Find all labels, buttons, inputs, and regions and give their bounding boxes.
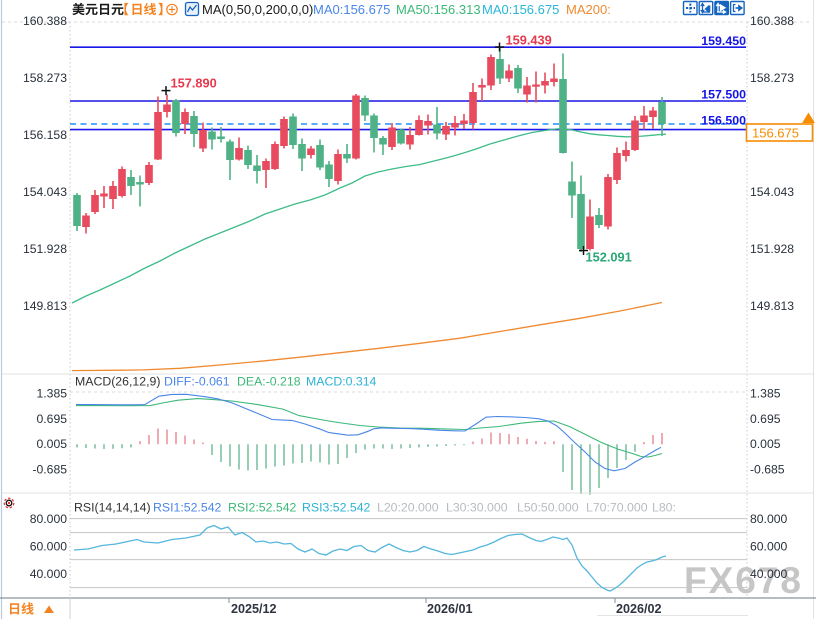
svg-text:MACD:0.314: MACD:0.314	[306, 375, 377, 389]
svg-text:MA(0,50,0,200,0,0): MA(0,50,0,200,0,0)	[202, 2, 313, 17]
svg-text:160.388: 160.388	[23, 14, 67, 28]
svg-text:MACD(26,12,9): MACD(26,12,9)	[75, 375, 160, 389]
svg-text:MA50:156.313: MA50:156.313	[396, 2, 481, 17]
svg-text:40.000: 40.000	[750, 567, 787, 581]
svg-text:149.813: 149.813	[23, 299, 67, 313]
svg-text:RSI1:52.542: RSI1:52.542	[153, 501, 222, 515]
svg-text:FX678: FX678	[684, 560, 803, 601]
svg-text:L30:30.000: L30:30.000	[446, 501, 508, 515]
svg-text:156.158: 156.158	[23, 128, 67, 142]
svg-text:152.091: 152.091	[586, 250, 632, 265]
svg-text:L80:: L80:	[652, 501, 676, 515]
svg-text:DEA:-0.218: DEA:-0.218	[237, 375, 301, 389]
svg-text:40.000: 40.000	[30, 567, 67, 581]
svg-text:80.000: 80.000	[750, 512, 787, 526]
svg-text:RSI3:52.542: RSI3:52.542	[302, 501, 371, 515]
svg-text:1.385: 1.385	[37, 387, 68, 401]
svg-text:156.500: 156.500	[701, 114, 746, 128]
svg-text:MA0:156.675: MA0:156.675	[482, 2, 559, 17]
svg-text:1.385: 1.385	[750, 387, 781, 401]
svg-text:157.500: 157.500	[701, 88, 746, 102]
svg-text:154.043: 154.043	[23, 185, 67, 199]
svg-text:80.000: 80.000	[30, 512, 67, 526]
svg-text:L20:20.000: L20:20.000	[377, 501, 439, 515]
svg-text:60.000: 60.000	[750, 539, 787, 553]
svg-text:60.000: 60.000	[30, 539, 67, 553]
svg-text:2025/12: 2025/12	[231, 602, 277, 616]
svg-text:0.005: 0.005	[37, 437, 68, 451]
svg-text:151.928: 151.928	[23, 242, 67, 256]
svg-text:RSI(14,14,14): RSI(14,14,14)	[74, 501, 151, 515]
svg-text:158.273: 158.273	[750, 71, 794, 85]
svg-text:2026/02: 2026/02	[616, 602, 662, 616]
svg-text:-0.685: -0.685	[750, 462, 785, 476]
svg-text:0.695: 0.695	[37, 412, 68, 426]
svg-text:0.695: 0.695	[750, 412, 781, 426]
svg-text:L70:70.000: L70:70.000	[586, 501, 648, 515]
svg-text:158.273: 158.273	[23, 71, 67, 85]
svg-text:154.043: 154.043	[750, 185, 794, 199]
svg-text:-0.685: -0.685	[32, 462, 67, 476]
svg-text:DIFF:-0.061: DIFF:-0.061	[164, 375, 230, 389]
svg-text:L50:50.000: L50:50.000	[517, 501, 579, 515]
svg-text:160.388: 160.388	[750, 14, 794, 28]
svg-text:157.890: 157.890	[171, 76, 217, 91]
svg-text:RSI2:52.542: RSI2:52.542	[228, 501, 297, 515]
svg-text:2026/01: 2026/01	[427, 602, 473, 616]
svg-text:151.928: 151.928	[750, 242, 794, 256]
svg-text:149.813: 149.813	[750, 299, 794, 313]
svg-text:156.675: 156.675	[752, 126, 799, 141]
svg-text:0.005: 0.005	[750, 437, 781, 451]
svg-text:MA0:156.675: MA0:156.675	[313, 2, 390, 17]
svg-text:159.439: 159.439	[506, 33, 552, 48]
svg-text:MA200:: MA200:	[566, 2, 611, 17]
svg-text:159.450: 159.450	[701, 34, 746, 48]
